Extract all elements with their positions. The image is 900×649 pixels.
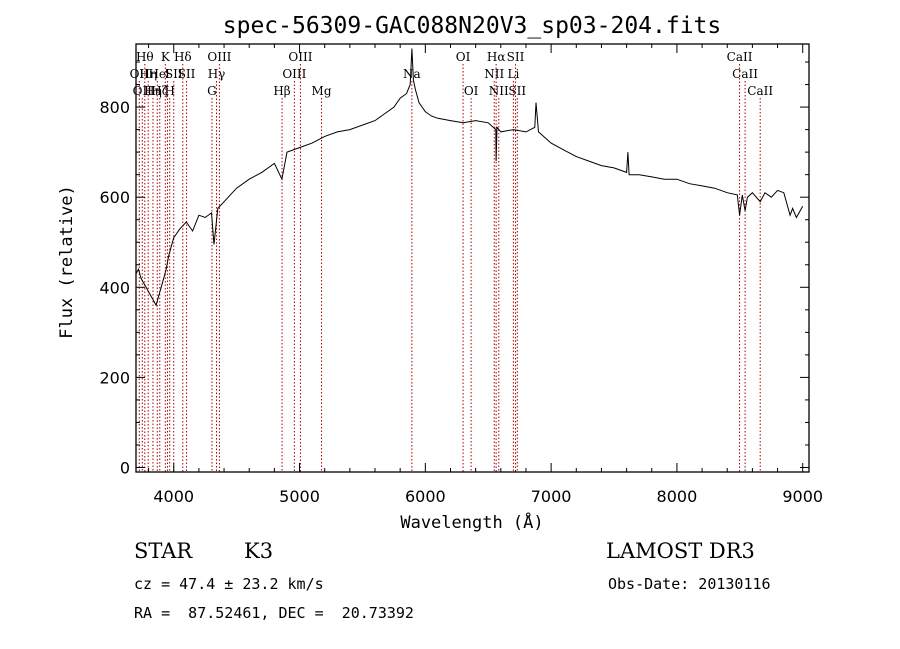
line-id-markers (138, 64, 761, 472)
x-axis-label: Wavelength (Å) (400, 511, 543, 533)
line-id-label: Hθ (136, 50, 154, 64)
line-id-label: G (207, 84, 217, 98)
line-id-label: K (161, 50, 171, 64)
line-id-label: Hη (144, 84, 162, 98)
y-tick-label: 0 (120, 458, 130, 477)
y-tick-label: 400 (99, 278, 130, 297)
redshift-velocity: cz = 47.4 ± 23.2 km/s (134, 575, 324, 593)
coordinates: RA = 87.52461, DEC = 20.73392 (134, 604, 414, 622)
line-id-label: SII (507, 50, 525, 64)
x-tick-label: 6000 (405, 487, 446, 506)
line-id-label: OII (133, 84, 153, 98)
x-tick-label: 8000 (657, 487, 698, 506)
line-id-label: Hη (139, 67, 157, 81)
line-id-label: I (165, 67, 170, 81)
y-tick-label: 200 (99, 368, 130, 387)
x-axis-ticks: 4000 5000 6000 7000 8000 9000 (148, 44, 823, 506)
line-id-label: SII (508, 84, 526, 98)
line-id-label: OI (464, 84, 479, 98)
line-id-label: SII (165, 67, 183, 81)
y-tick-label: 600 (99, 188, 130, 207)
plot-frame (135, 43, 810, 473)
line-id-label: Li (507, 67, 519, 81)
line-id-label: Na (403, 67, 421, 81)
line-id-label: OII (130, 67, 150, 81)
y-axis-label: Flux (relative) (57, 185, 77, 339)
observation-date: Obs-Date: 20130116 (608, 575, 771, 593)
line-id-label: OIII (288, 50, 312, 64)
line-id-label: H (164, 84, 174, 98)
x-tick-label: 5000 (279, 487, 320, 506)
y-axis-ticks: 0 200 400 600 800 (99, 61, 809, 477)
line-id-label: OI (456, 50, 471, 64)
x-tick-label: 9000 (782, 487, 823, 506)
line-id-label: NII (484, 67, 504, 81)
line-id-label: OIII (207, 50, 231, 64)
line-id-label: Mg (312, 84, 332, 98)
line-id-label: Hζ (151, 84, 168, 98)
spectrum-line (135, 48, 804, 307)
y-tick-label: 800 (99, 98, 130, 117)
chart-title: spec-56309-GAC088N20V3_sp03-204.fits (223, 13, 722, 39)
line-id-labels: OIIOIIHθHηHηHeHζKIHSIIHδSIIGHγOIIIHβOIII… (130, 50, 774, 98)
x-tick-label: 7000 (531, 487, 572, 506)
line-id-label: CaII (727, 50, 753, 64)
x-tick-label: 4000 (153, 487, 194, 506)
line-id-label: NII (489, 84, 509, 98)
line-id-label: He (148, 67, 166, 81)
line-id-label: OIII (282, 67, 306, 81)
line-id-label: CaII (747, 84, 773, 98)
line-id-label: Hγ (208, 67, 226, 81)
survey-name: LAMOST DR3 (606, 539, 755, 563)
object-class: STAR (134, 539, 193, 563)
line-id-label: Hδ (174, 50, 192, 64)
line-id-label: Hα (487, 50, 506, 64)
line-id-label: CaII (732, 67, 758, 81)
line-id-label: SII (178, 67, 196, 81)
subclass: K3 (244, 539, 274, 563)
line-id-label: Hβ (273, 84, 290, 98)
